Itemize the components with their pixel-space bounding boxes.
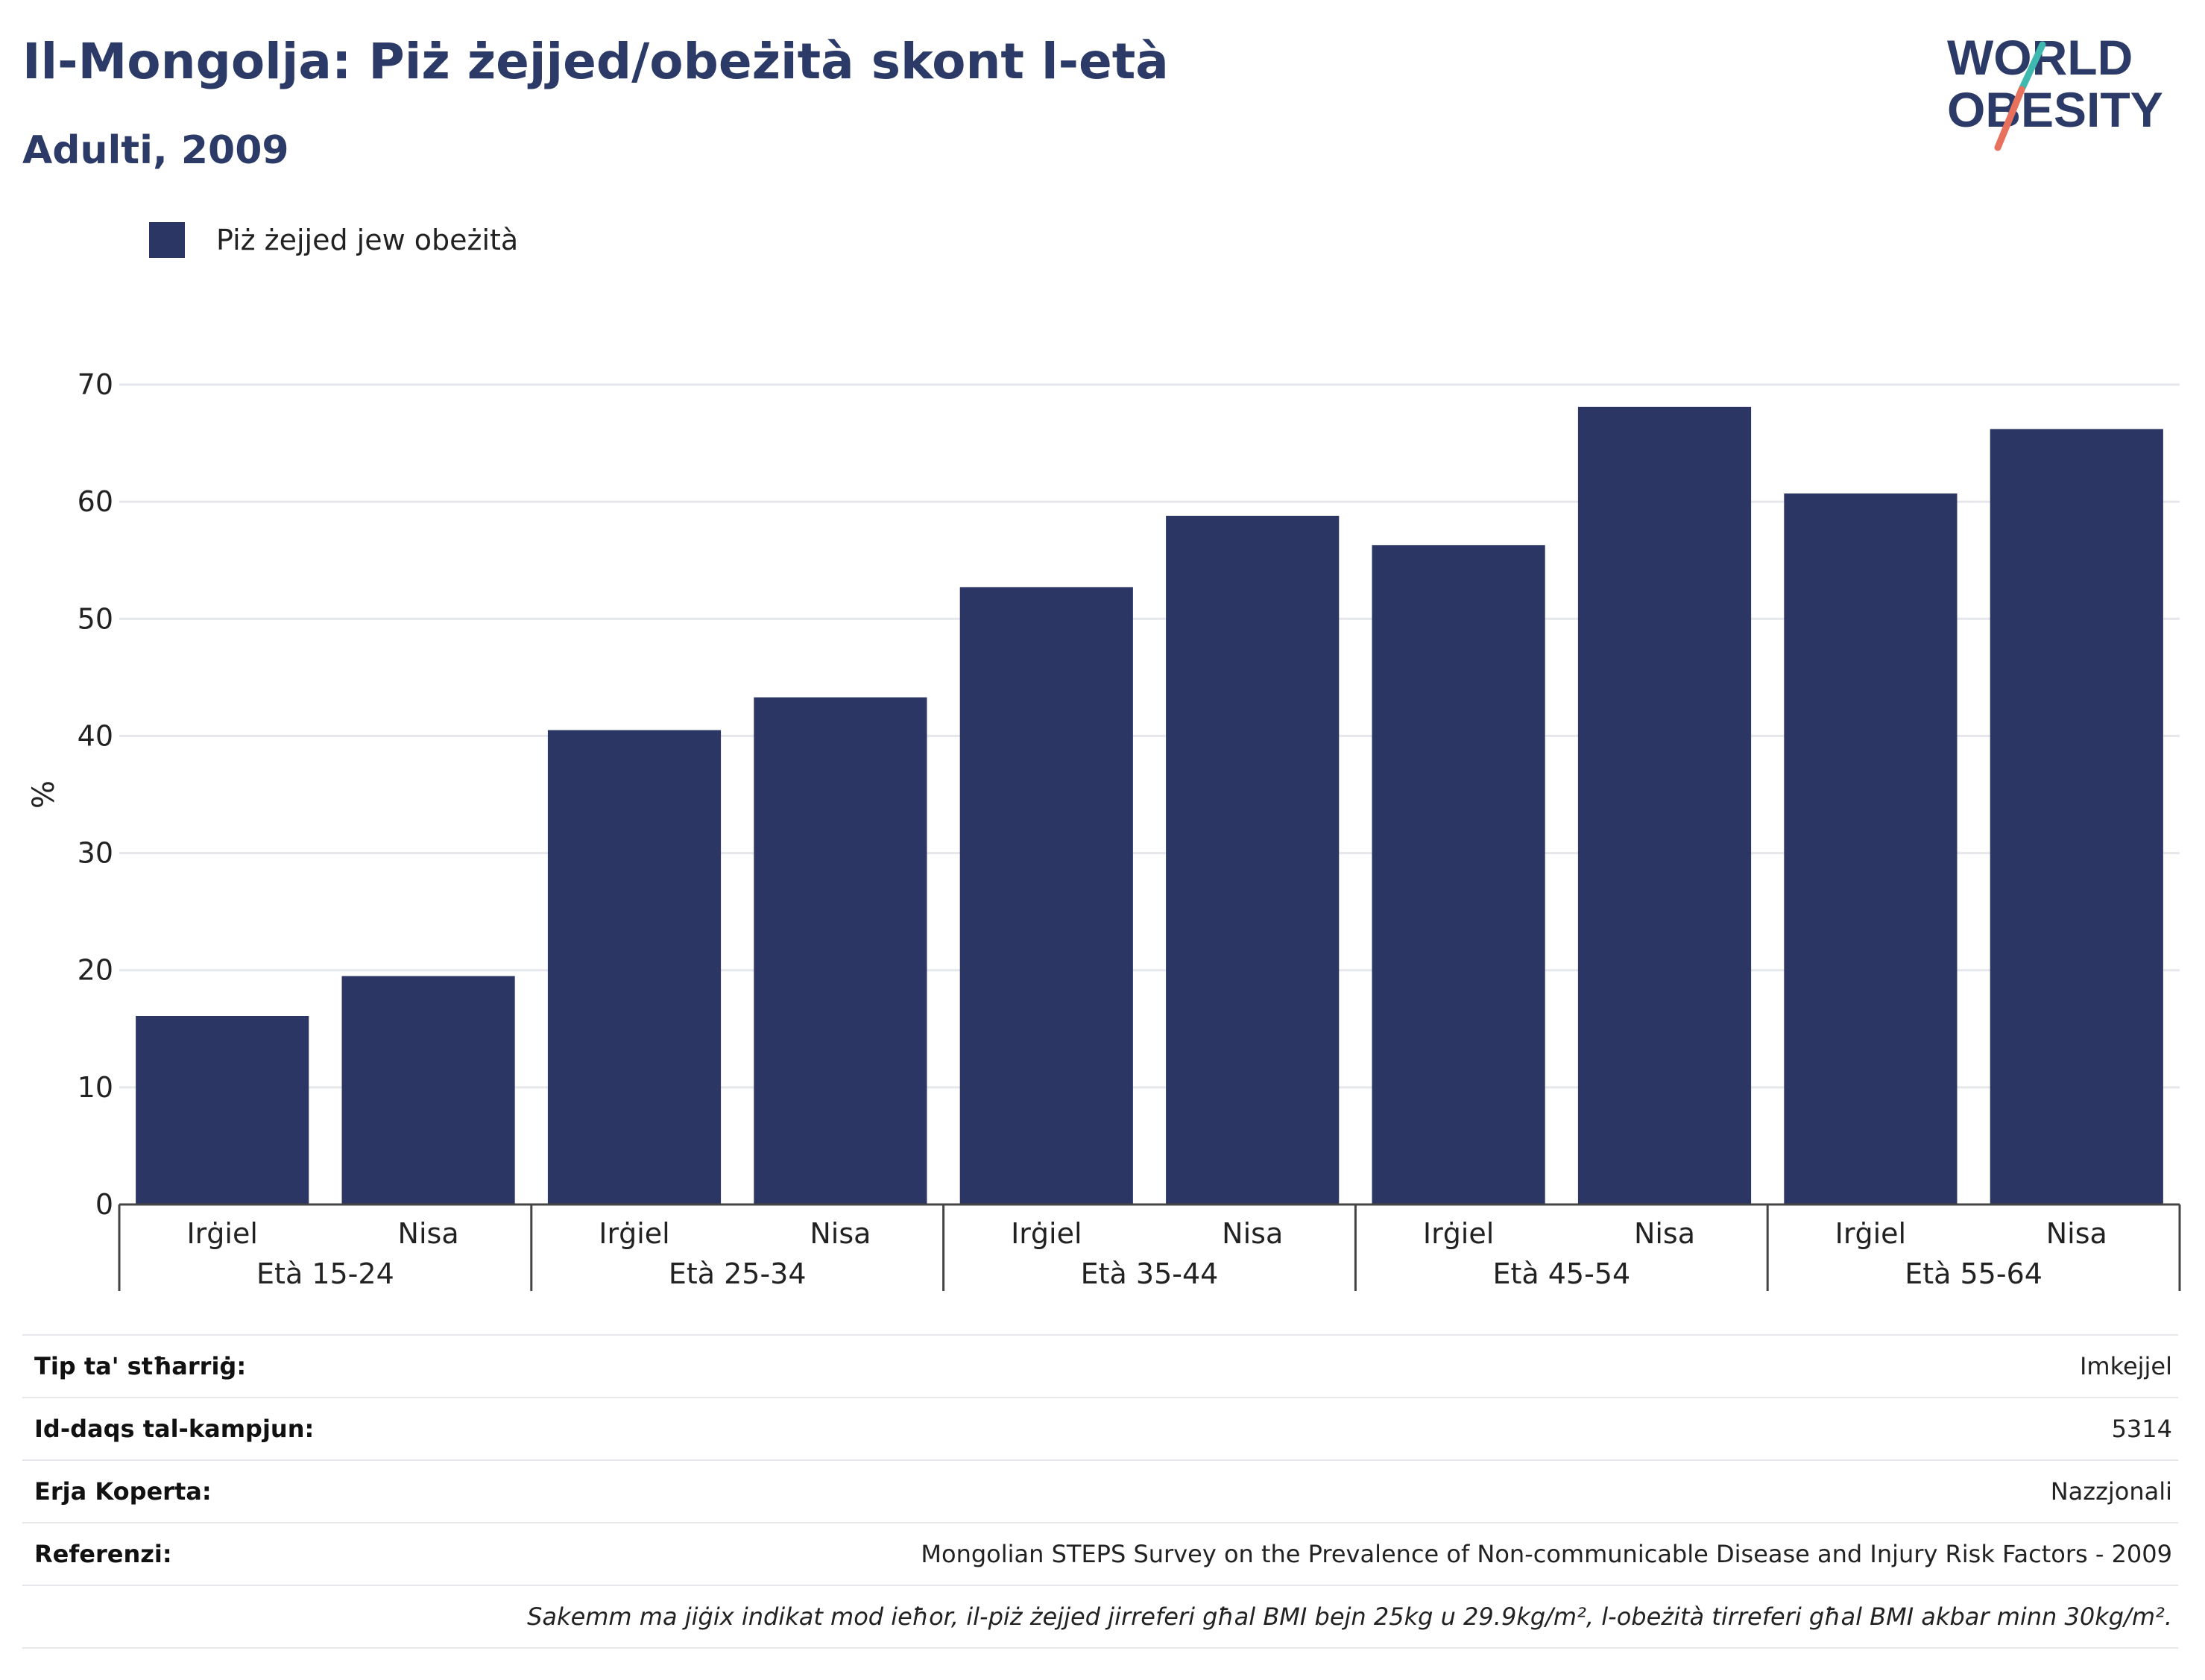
info-row-sample-size: Id-daqs tal-kampjun: 5314 (22, 1397, 2178, 1459)
x-subcategory-label: Nisa (1634, 1217, 1695, 1250)
definition-note: Sakemm ma jiġix indikat mod ieħor, il-pi… (527, 1602, 2172, 1631)
world-obesity-logo: WORLD OBESITY (1947, 30, 2163, 151)
info-row-survey-type: Tip ta' stħarriġ: Imkejjel (22, 1334, 2178, 1397)
x-subcategory-label: Irġiel (1011, 1217, 1082, 1250)
x-subcategory-label: Irġiel (1423, 1217, 1494, 1250)
y-tick-label: 0 (95, 1188, 113, 1221)
x-group-label: Età 25-34 (669, 1257, 807, 1290)
logo-slash-coral (1994, 86, 2025, 151)
bar (136, 1016, 309, 1204)
bar (1372, 545, 1545, 1204)
x-subcategory-label: Irġiel (186, 1217, 257, 1250)
y-tick-label: 10 (78, 1071, 113, 1104)
y-tick-label: 50 (78, 602, 113, 635)
info-key: Erja Koperta: (34, 1477, 212, 1506)
info-row-note: Sakemm ma jiġix indikat mod ieħor, il-pi… (22, 1585, 2178, 1649)
x-subcategory-label: Irġiel (1835, 1217, 1906, 1250)
chart-title: Il-Mongolja: Piż żejjed/obeżità skont l-… (22, 33, 1169, 90)
y-tick-label: 40 (78, 719, 113, 752)
bar (1784, 493, 1958, 1204)
bar (959, 587, 1133, 1204)
y-axis-label: % (27, 780, 61, 809)
x-subcategory-label: Nisa (2046, 1217, 2107, 1250)
bar (754, 697, 927, 1204)
bar (1166, 516, 1340, 1204)
y-tick-label: 30 (78, 837, 113, 870)
legend-label: Piż żejjed jew obeżità (216, 224, 519, 256)
y-tick-label: 20 (78, 954, 113, 987)
x-subcategory-label: Nisa (398, 1217, 459, 1250)
y-tick-label: 70 (78, 368, 113, 401)
bar (1577, 406, 1752, 1204)
info-row-references: Referenzi: Mongolian STEPS Survey on the… (22, 1522, 2178, 1585)
info-key: Referenzi: (34, 1540, 172, 1568)
info-value: Imkejjel (2079, 1352, 2172, 1380)
x-group-label: Età 35-44 (1081, 1257, 1219, 1290)
info-value: Nazzjonali (2050, 1477, 2172, 1506)
x-subcategory-label: Irġiel (599, 1217, 669, 1250)
info-value: 5314 (2111, 1415, 2172, 1443)
bar (547, 730, 722, 1204)
logo-text-obesity: OBESITY (1947, 82, 2163, 137)
legend-swatch (149, 222, 185, 258)
info-value: Mongolian STEPS Survey on the Prevalence… (921, 1540, 2172, 1568)
chart-legend: Piż żejjed jew obeżità (149, 222, 518, 258)
x-group-label: Età 15-24 (256, 1257, 394, 1290)
x-subcategory-label: Nisa (810, 1217, 871, 1250)
chart-subtitle: Adulti, 2009 (22, 128, 289, 173)
bar (341, 976, 515, 1204)
info-row-area-covered: Erja Koperta: Nazzjonali (22, 1459, 2178, 1522)
x-group-label: Età 55-64 (1905, 1257, 2042, 1290)
info-key: Id-daqs tal-kampjun: (34, 1415, 315, 1443)
y-tick-label: 60 (78, 485, 113, 518)
x-group-label: Età 45-54 (1492, 1257, 1630, 1290)
x-subcategory-label: Nisa (1222, 1217, 1283, 1250)
info-key: Tip ta' stħarriġ: (34, 1352, 247, 1380)
survey-info-table: Tip ta' stħarriġ: Imkejjel Id-daqs tal-k… (22, 1334, 2178, 1649)
logo-slash-teal (2018, 41, 2046, 93)
bar (1990, 429, 2163, 1204)
